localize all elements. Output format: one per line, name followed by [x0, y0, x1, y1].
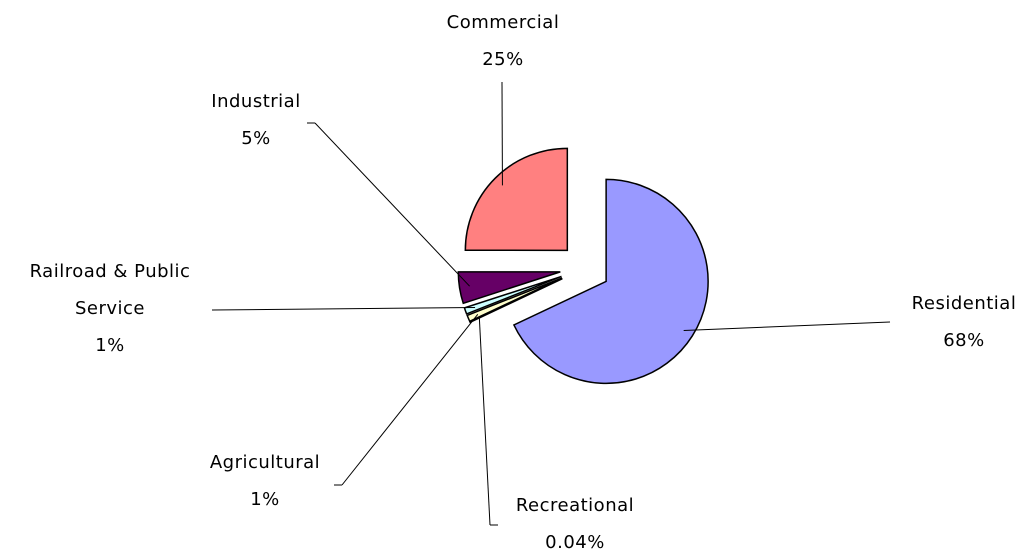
slice-percent: 0.04% [545, 532, 605, 552]
slice-percent: 1% [250, 489, 280, 510]
slice-percent: 25% [482, 49, 524, 70]
pie-slice [466, 277, 563, 323]
slice-label: Residential [911, 293, 1017, 314]
slice-percent: 1% [95, 335, 125, 356]
slice-label: Railroad & Public Service [29, 261, 191, 319]
pie-slice [512, 178, 709, 385]
leader-line [683, 321, 891, 331]
pie-slice [469, 277, 563, 324]
leader-line [211, 306, 476, 311]
slice-percent: 5% [241, 128, 271, 149]
slice-label: Recreational [515, 495, 635, 516]
leader-line [314, 122, 470, 287]
pie-slice [457, 271, 561, 305]
leader-line [341, 313, 479, 486]
pie-slice [464, 147, 569, 252]
slice-label: Agricultural [209, 452, 321, 473]
slice-label: Commercial [446, 12, 560, 33]
slice-label: Industrial [211, 91, 301, 112]
slice-percent: 68% [943, 330, 985, 351]
leader-line [478, 317, 491, 526]
